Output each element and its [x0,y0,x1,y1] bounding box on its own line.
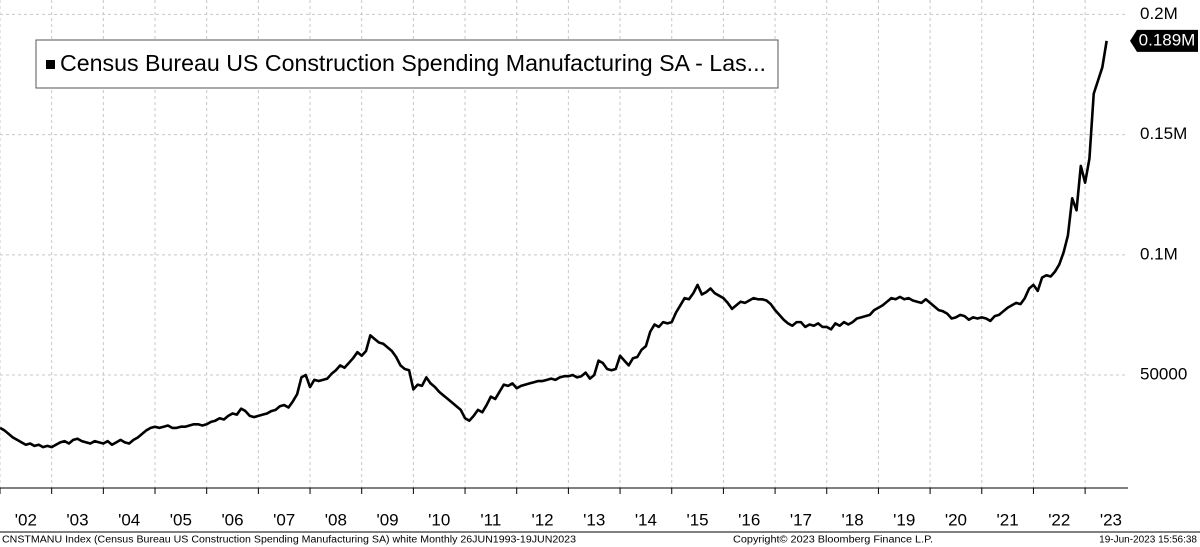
y-tick-label: 50000 [1140,364,1187,383]
x-tick-label: '05 [170,510,192,529]
x-tick-label: '15 [686,510,708,529]
marks [0,40,1108,449]
x-tick-label: '22 [1048,510,1070,529]
x-tick-label: '06 [221,510,243,529]
y-tick-label: 0.2M [1140,4,1178,23]
legend-box [35,39,779,89]
last-value-label: 0.189M [1139,30,1196,49]
y-tick-label: 0.15M [1140,124,1187,143]
legend-swatch [46,60,55,69]
x-tick-label: '04 [118,510,140,529]
x-tick-label: '21 [997,510,1019,529]
x-tick-label: '17 [790,510,812,529]
legend-label: Census Bureau US Construction Spending M… [60,50,766,76]
x-tick-label: '03 [66,510,88,529]
footer-center: Copyright© 2023 Bloomberg Finance L.P. [733,535,933,546]
x-tick-label: '09 [376,510,398,529]
x-tick-label: '08 [325,510,347,529]
x-tick-label: '14 [635,510,657,529]
x-tick-label: '19 [893,510,915,529]
x-tick-label: '13 [583,510,605,529]
y-tick-label: 0.1M [1140,244,1178,263]
x-tick-label: '02 [15,510,37,529]
series-line [0,40,1108,449]
footer-right: 19-Jun-2023 15:56:38 [1099,535,1197,546]
x-tick-label: '12 [531,510,553,529]
last-value-badge [1130,29,1198,52]
x-tick-label: '20 [945,510,967,529]
x-tick-label: '10 [428,510,450,529]
x-tick-label: '23 [1100,510,1122,529]
x-tick-label: '07 [273,510,295,529]
x-tick-label: '11 [480,510,501,529]
x-tick-label: '18 [842,510,864,529]
x-tick-label: '16 [738,510,760,529]
footer-left: CNSTMANU Index (Census Bureau US Constru… [2,535,576,546]
